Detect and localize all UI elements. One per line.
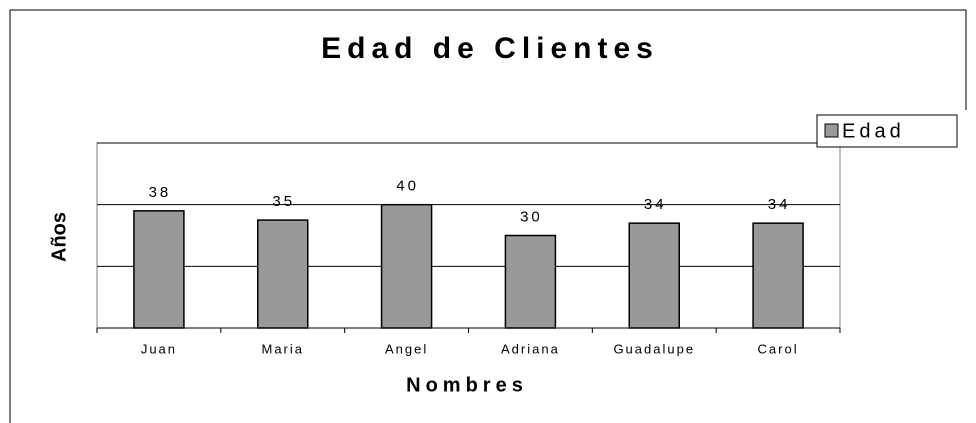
chart-frame <box>9 9 967 423</box>
data-label: 38 <box>149 184 172 201</box>
x-tick-label: Adriana <box>501 341 560 356</box>
data-label: 35 <box>272 193 295 210</box>
legend-label: Edad <box>842 120 905 142</box>
bar <box>504 234 557 329</box>
bar <box>752 222 804 329</box>
plot-area <box>96 142 841 329</box>
data-label: 40 <box>396 178 419 195</box>
y-axis-label: Años <box>48 212 70 262</box>
x-tick-label: Carol <box>758 341 799 356</box>
data-label: 30 <box>520 208 543 225</box>
x-tick-label: Guadalupe <box>613 341 695 356</box>
data-label: 34 <box>768 196 791 213</box>
x-axis-label: Nombres <box>406 374 528 396</box>
legend-box <box>816 114 958 148</box>
bar <box>628 222 680 329</box>
legend-swatch <box>824 123 839 138</box>
x-tick-label: Angel <box>385 341 428 356</box>
bar <box>133 210 185 329</box>
bar <box>257 219 309 329</box>
x-tick-label: Maria <box>261 341 304 356</box>
bar <box>380 203 433 329</box>
data-label: 34 <box>644 196 667 213</box>
chart-title: Edad de Clientes <box>321 32 659 65</box>
x-tick-label: Juan <box>141 341 177 356</box>
